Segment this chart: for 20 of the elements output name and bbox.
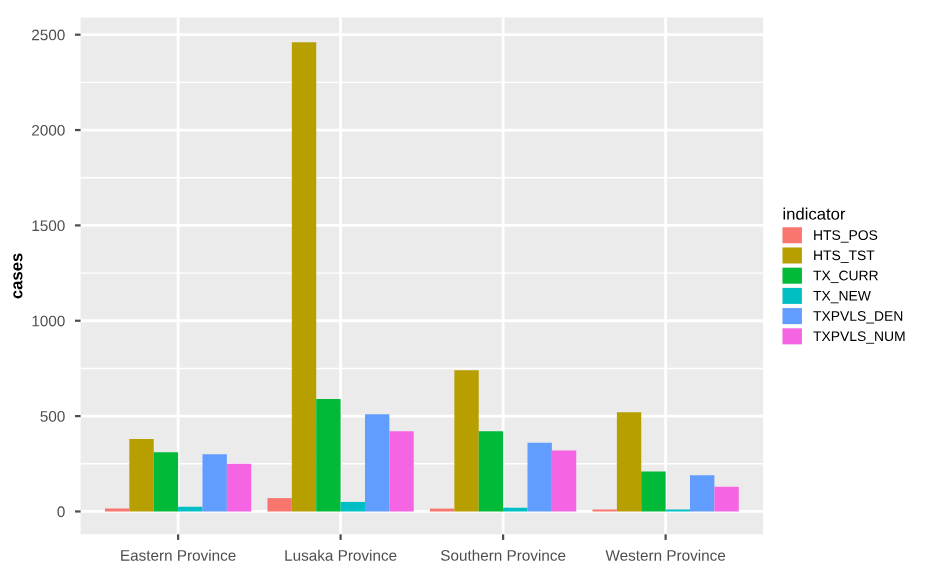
bar (714, 486, 739, 512)
bar (316, 398, 341, 512)
legend-title: indicator (783, 207, 846, 220)
bar (267, 498, 292, 512)
bar (129, 439, 154, 512)
bar (291, 42, 317, 512)
bar (454, 370, 479, 512)
bar (202, 454, 227, 512)
bar (690, 475, 715, 512)
bar (364, 414, 390, 512)
bar (616, 412, 642, 512)
y-axis-title: cases (13, 253, 23, 299)
bar (340, 501, 365, 512)
bar (226, 463, 252, 512)
bar (153, 452, 179, 512)
bar (389, 431, 414, 512)
bar (478, 431, 504, 512)
bar (551, 450, 577, 512)
bar (641, 471, 666, 512)
bar (527, 442, 552, 512)
